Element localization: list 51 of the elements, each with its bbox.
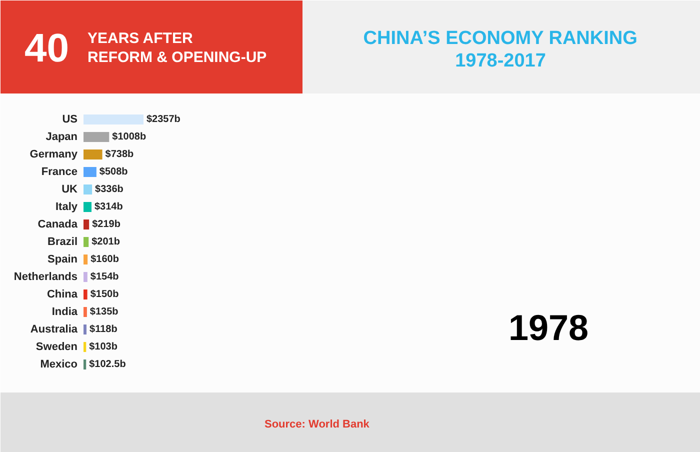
y-tick-label: Canada xyxy=(38,218,78,230)
y-tick-label: Germany xyxy=(30,148,78,160)
data-label: $219b xyxy=(92,219,120,230)
y-tick-label: France xyxy=(41,166,78,178)
bar xyxy=(84,184,92,194)
y-tick-label: Netherlands xyxy=(14,271,78,283)
y-tick-label: India xyxy=(52,306,78,318)
bar xyxy=(84,254,88,264)
data-label: $336b xyxy=(95,184,124,195)
bar xyxy=(84,290,88,300)
bar xyxy=(84,324,87,334)
data-label: $201b xyxy=(92,236,120,248)
y-tick-label: UK xyxy=(62,184,78,196)
text: 1978 xyxy=(508,307,589,348)
bar xyxy=(84,114,144,124)
data-label: $150b xyxy=(90,289,119,300)
data-label: $154b xyxy=(90,272,119,282)
data-label: $1008b xyxy=(112,132,146,142)
bar xyxy=(84,360,86,370)
data-label: $160b xyxy=(90,254,119,265)
data-label: $738b xyxy=(105,149,134,160)
y-tick-label: Japan xyxy=(46,131,78,143)
bar xyxy=(84,132,110,142)
data-label: $2357b xyxy=(146,114,180,125)
bar xyxy=(84,237,89,247)
data-label: $135b xyxy=(90,306,118,318)
y-tick-label: Italy xyxy=(55,201,78,213)
text: CHINA’S ECONOMY RANKING 1978-2017 xyxy=(363,28,638,72)
bar xyxy=(84,167,96,177)
bar xyxy=(84,202,92,212)
bar xyxy=(84,150,102,160)
y-tick-label: China xyxy=(46,288,78,300)
y-tick-label: Australia xyxy=(30,324,78,336)
data-label: $314b xyxy=(94,202,123,212)
data-label: $118b xyxy=(90,324,118,335)
y-tick-label: Sweden xyxy=(36,341,78,353)
text: YEARS AFTER xyxy=(88,30,193,47)
data-label: $103b xyxy=(89,342,118,352)
y-tick-label: Spain xyxy=(48,254,78,266)
bar xyxy=(84,342,86,352)
data-label: $508b xyxy=(99,166,128,178)
y-tick-label: US xyxy=(62,114,78,126)
text: 40 xyxy=(24,26,69,70)
bar xyxy=(84,220,90,230)
bar xyxy=(84,272,88,282)
y-tick-label: Mexico xyxy=(40,358,78,370)
source-note: Source: World Bank xyxy=(264,418,370,430)
text: REFORM & OPENING-UP xyxy=(88,49,267,66)
y-tick-label: Brazil xyxy=(48,236,78,248)
bar xyxy=(84,307,87,317)
data-label: $102.5b xyxy=(89,359,126,370)
